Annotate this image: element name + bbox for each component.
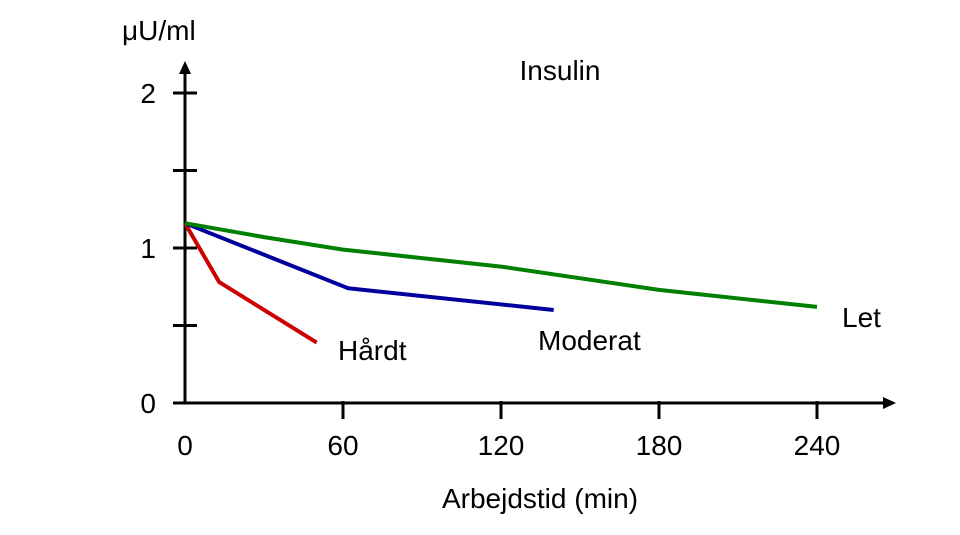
series-line-moderat bbox=[184, 221, 554, 312]
series-label-let: Let bbox=[842, 302, 881, 333]
y-axis-arrowhead bbox=[179, 61, 191, 74]
x-axis-arrowhead bbox=[883, 397, 896, 409]
x-tick-label: 120 bbox=[478, 430, 525, 461]
y-tick-label: 2 bbox=[140, 78, 156, 109]
x-tick-label: 180 bbox=[636, 430, 683, 461]
series-line-let bbox=[184, 221, 818, 309]
x-tick-label: 240 bbox=[794, 430, 841, 461]
y-tick-label: 1 bbox=[140, 233, 156, 264]
x-axis-title: Arbejdstid (min) bbox=[442, 483, 638, 514]
chart-title: Insulin bbox=[520, 55, 601, 86]
x-tick-label: 60 bbox=[327, 430, 358, 461]
series-label-moderat: Moderat bbox=[538, 325, 641, 356]
series-label-haardt: Hårdt bbox=[338, 335, 407, 366]
y-tick-label: 0 bbox=[140, 388, 156, 419]
axes bbox=[173, 61, 896, 419]
series-lines bbox=[183, 221, 818, 345]
x-tick-label: 0 bbox=[177, 430, 193, 461]
y-axis-title: μU/ml bbox=[122, 15, 196, 46]
series-line-haardt bbox=[183, 222, 318, 345]
